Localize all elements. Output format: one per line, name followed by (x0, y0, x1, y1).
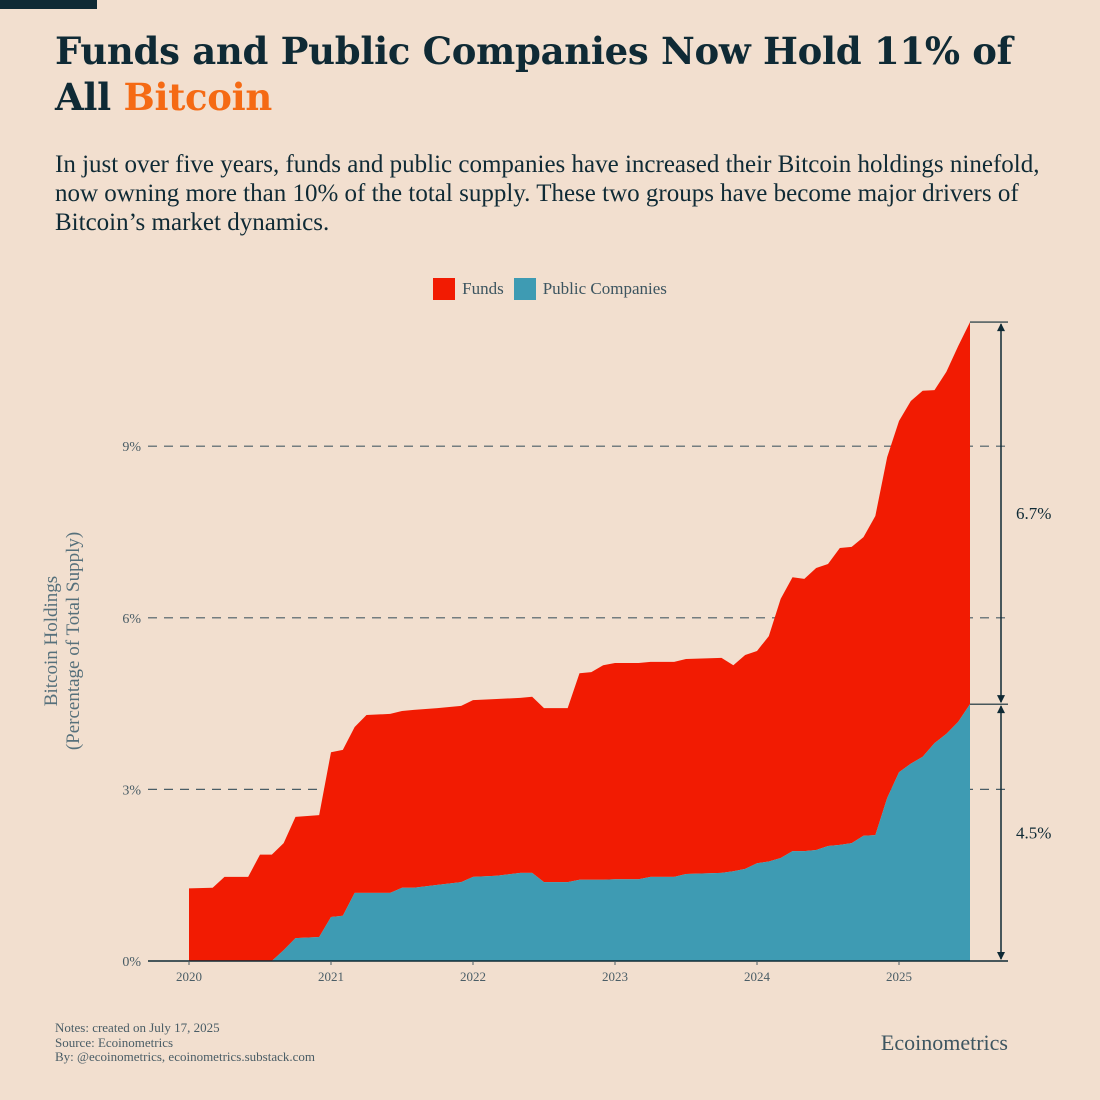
y-tick-label: 9% (122, 440, 141, 455)
x-tick-label: 2022 (460, 969, 486, 984)
annotation-label: 4.5% (1016, 824, 1051, 843)
title-highlight: Bitcoin (123, 75, 273, 119)
title-text: Funds and Public Companies Now Hold 11% … (55, 29, 1013, 119)
legend-item-funds: Funds (433, 278, 504, 300)
legend-label-public-companies: Public Companies (542, 279, 667, 298)
footer-notes: Notes: created on July 17, 2025 Source: … (55, 1020, 315, 1065)
subtitle: In just over five years, funds and publi… (55, 151, 1040, 236)
y-tick-label: 0% (122, 955, 141, 970)
y-axis-label: Bitcoin Holdings (Percentage of Total Sup… (41, 532, 85, 750)
area-funds (189, 322, 970, 961)
x-tick-label: 2021 (318, 969, 344, 984)
top-accent-bar (0, 0, 97, 9)
annotation-label: 6.7% (1016, 504, 1051, 523)
y-tick-label: 6% (122, 612, 141, 627)
source-text: Source: Ecoinometrics (55, 1034, 174, 1050)
arrow-down-icon (997, 952, 1005, 960)
chart-legend: Funds Public Companies (0, 278, 1100, 300)
brand-name: Ecoinometrics (880, 1030, 1008, 1055)
x-tick-label: 2023 (602, 969, 628, 984)
legend-item-public-companies: Public Companies (513, 278, 667, 300)
arrow-up-icon (997, 705, 1005, 714)
page-title: Funds and Public Companies Now Hold 11% … (55, 28, 1055, 120)
x-tick-label: 2020 (176, 969, 202, 984)
arrow-down-icon (997, 695, 1005, 704)
area-public-companies (189, 704, 970, 961)
byline-text: By: @ecoinometrics, ecoinometrics.substa… (55, 1049, 315, 1064)
legend-label-funds: Funds (462, 279, 504, 298)
arrow-up-icon (997, 323, 1005, 332)
notes-text: Notes: created on July 17, 2025 (55, 1020, 220, 1035)
legend-swatch-funds (433, 278, 456, 300)
y-tick-label: 3% (122, 783, 141, 798)
x-tick-label: 2024 (744, 969, 771, 984)
y-axis-label-line1: Bitcoin Holdings (41, 575, 62, 707)
y-axis-label-line2: (Percentage of Total Supply) (63, 531, 84, 751)
legend-swatch-public-companies (513, 278, 536, 300)
x-tick-label: 2025 (886, 969, 912, 984)
